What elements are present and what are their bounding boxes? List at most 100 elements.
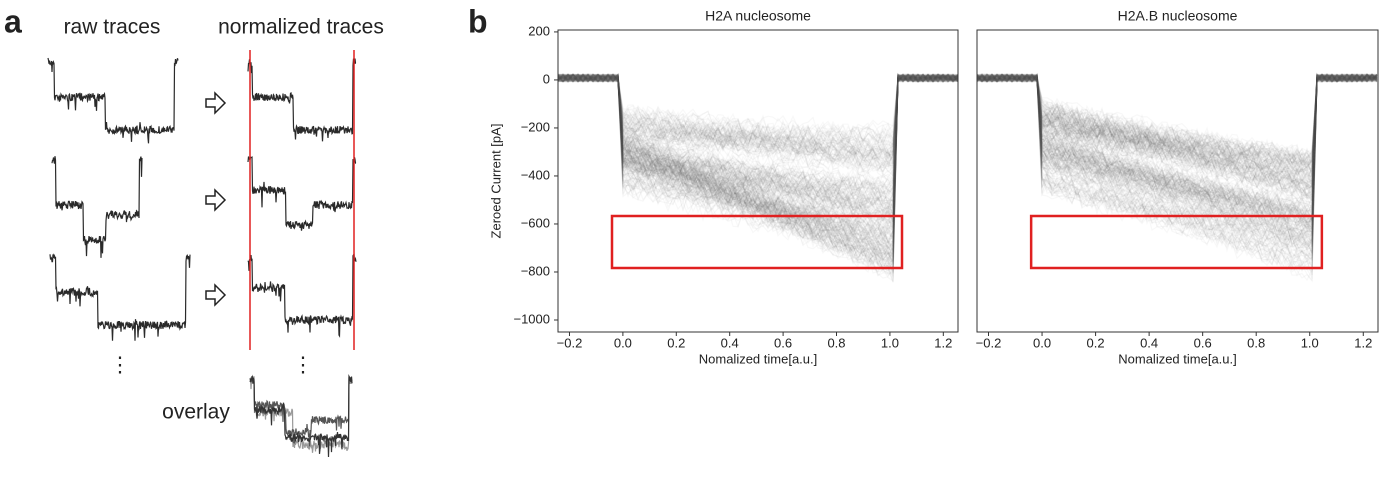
overlay-trace: [977, 73, 1378, 164]
overlay-trace: [977, 73, 1378, 186]
overlay-trace: [558, 73, 958, 262]
overlay-trace: [558, 73, 958, 221]
overlay-trace: [977, 73, 1378, 247]
overlay-trace: [558, 73, 958, 195]
overlay-trace: [977, 73, 1378, 176]
overlay-trace: [558, 73, 958, 234]
overlay-trace: [977, 73, 1378, 261]
overlay-trace: [977, 73, 1378, 225]
overlay-trace: [558, 73, 958, 252]
overlay-trace: [977, 73, 1378, 216]
overlay-trace: [558, 73, 958, 283]
overlay-trace: [558, 73, 958, 258]
overlay-trace: [558, 73, 958, 232]
overlay-trace: [977, 74, 1378, 184]
overlay-trace: [558, 73, 958, 272]
panel-label: b: [468, 3, 488, 39]
overlay-trace: [558, 73, 958, 255]
overlay-trace: [977, 73, 1378, 268]
x-tick-label: 1.2: [1354, 335, 1372, 350]
trace: [247, 156, 357, 231]
overlay-trace: [977, 73, 1378, 166]
overlay-trace: [977, 73, 1378, 225]
overlay-trace: [558, 73, 958, 217]
overlay-trace: [558, 73, 958, 270]
overlay-trace: [558, 73, 958, 262]
overlay-trace: [977, 73, 1378, 177]
overlay-trace: [558, 73, 958, 233]
overlay-trace: [558, 73, 958, 192]
overlay-trace: [977, 73, 1378, 195]
overlay-trace: [558, 74, 958, 266]
overlay-trace: [977, 73, 1378, 189]
overlay-trace: [558, 73, 958, 262]
trace: [51, 156, 143, 258]
overlay-trace: [977, 73, 1378, 224]
overlay-trace: [977, 73, 1378, 282]
overlay-trace: [977, 73, 1378, 185]
x-tick-label: 0.8: [827, 335, 845, 350]
overlay-trace: [558, 72, 958, 244]
y-tick-label: −600: [521, 215, 550, 230]
overlay-trace: [977, 73, 1378, 175]
x-tick-label: 0.6: [1194, 335, 1212, 350]
overlay-trace: [558, 73, 958, 282]
y-tick-label: −200: [521, 119, 550, 134]
overlay-trace: [977, 73, 1378, 197]
overlay-trace: [977, 73, 1378, 250]
overlay-trace: [558, 73, 958, 202]
overlay-trace: [977, 73, 1378, 225]
overlay-trace: [977, 73, 1378, 248]
overlay-trace: [558, 73, 958, 231]
overlay-trace: [977, 72, 1378, 244]
overlay-trace: [977, 73, 1378, 187]
overlay-trace: [558, 73, 958, 263]
overlay-trace: [977, 73, 1377, 175]
overlay-trace: [977, 73, 1378, 248]
overlay-trace: [558, 74, 958, 251]
overlay-trace: [977, 73, 1378, 168]
overlay-trace: [977, 73, 1378, 234]
overlay-trace: [977, 73, 1378, 240]
highlight-box: [610, 214, 904, 270]
overlay-trace: [558, 74, 958, 273]
overlay-trace: [558, 73, 958, 262]
overlay-trace: [977, 73, 1378, 180]
overlay-trace: [977, 73, 1378, 177]
overlay-trace: [977, 73, 1378, 176]
overlay-trace: [558, 73, 958, 166]
overlay-trace: [977, 73, 1378, 167]
overlay-trace: [558, 73, 958, 258]
overlay-trace: [977, 73, 1378, 164]
overlay-trace: [558, 73, 958, 160]
overlay-trace: [558, 73, 958, 244]
overlay-trace: [977, 74, 1378, 247]
overlay-trace: [977, 73, 1378, 262]
overlay-trace: [977, 73, 1378, 184]
overlay-trace: [977, 73, 1378, 200]
overlay-trace: [977, 73, 1378, 232]
overlay-trace: [977, 73, 1378, 189]
x-axis-label: Nomalized time[a.u.]: [1118, 351, 1237, 366]
overlay-trace: [558, 73, 958, 227]
overlay-trace: [977, 73, 1378, 257]
overlay-trace: [558, 73, 958, 170]
overlay-trace: [977, 73, 1378, 211]
overlay-trace: [977, 73, 1378, 183]
overlay-trace: [977, 73, 1378, 250]
overlay-trace: [977, 73, 1378, 252]
overlay-trace: [558, 73, 958, 275]
frame: [557, 29, 959, 333]
overlay-trace: [558, 73, 958, 258]
overlay-trace: [977, 73, 1378, 264]
overlay-trace: [558, 73, 958, 253]
overlay-trace: [977, 74, 1378, 175]
overlay-trace: [558, 73, 958, 216]
overlay-trace: [977, 73, 1378, 167]
overlay-trace: [558, 74, 958, 252]
x-tick-label: 0.8: [1247, 335, 1265, 350]
overlay-trace: [558, 73, 958, 157]
overlay-trace: [558, 73, 958, 224]
overlay-trace: [558, 73, 958, 147]
overlay-trace: [558, 73, 958, 279]
